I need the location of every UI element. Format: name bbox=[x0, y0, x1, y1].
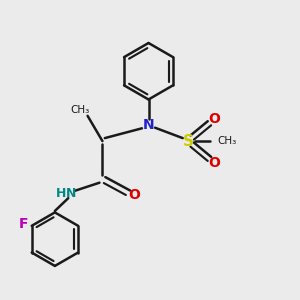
Text: S: S bbox=[183, 134, 194, 148]
Text: O: O bbox=[208, 112, 220, 126]
Text: O: O bbox=[129, 188, 140, 202]
Text: O: O bbox=[208, 156, 220, 170]
Text: H: H bbox=[56, 187, 67, 200]
Text: N: N bbox=[66, 187, 76, 200]
Text: F: F bbox=[19, 217, 28, 231]
Text: CH₃: CH₃ bbox=[218, 136, 237, 146]
Text: CH₃: CH₃ bbox=[70, 105, 90, 115]
Text: N: N bbox=[143, 118, 154, 132]
